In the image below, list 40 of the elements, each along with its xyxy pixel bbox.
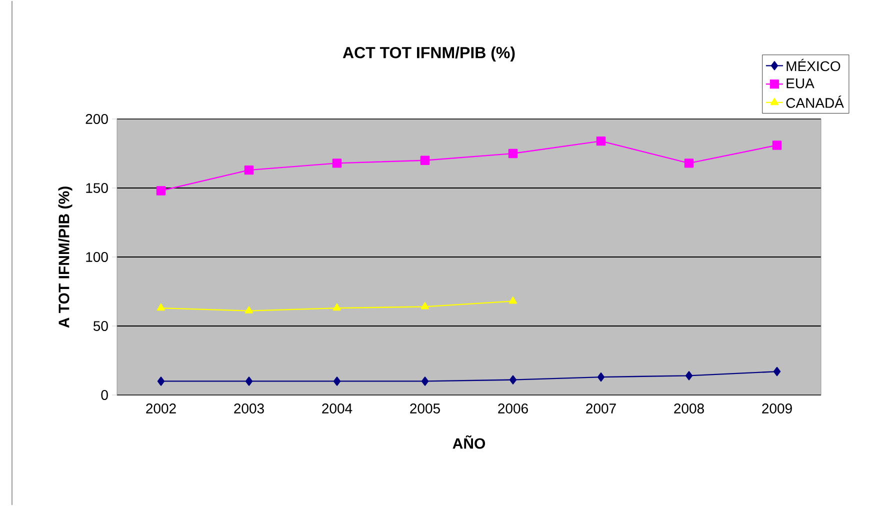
point xyxy=(333,376,341,386)
point xyxy=(773,366,781,376)
chart-title: ACT TOT IFNM/PIB (%) xyxy=(342,46,515,62)
point xyxy=(596,136,606,146)
point xyxy=(772,140,782,150)
point xyxy=(685,371,693,380)
y-tick-label: 100 xyxy=(86,252,108,262)
y-tick-label: 50 xyxy=(93,321,108,331)
x-tick-label: 2002 xyxy=(146,404,176,414)
point xyxy=(157,376,165,386)
point xyxy=(244,165,254,175)
x-tick-label: 2003 xyxy=(234,404,264,414)
point xyxy=(245,376,253,386)
point xyxy=(508,148,518,158)
point xyxy=(421,376,429,386)
x-tick-label: 2007 xyxy=(586,404,616,414)
point xyxy=(156,186,166,196)
point xyxy=(684,158,694,168)
point xyxy=(332,158,342,168)
x-tick-label: 2006 xyxy=(498,404,528,414)
x-tick-label: 2009 xyxy=(762,404,792,414)
x-tick-label: 2004 xyxy=(322,404,352,414)
y-tick-label: 200 xyxy=(86,114,108,124)
point xyxy=(509,375,517,384)
x-axis-title: AÑO xyxy=(452,435,486,449)
point xyxy=(420,156,430,166)
point xyxy=(332,303,342,311)
y-axis-title: A TOT IFNM/PIB (%) xyxy=(58,186,72,328)
point xyxy=(420,302,430,310)
legend-label: MÉXICO xyxy=(786,58,840,72)
point xyxy=(597,372,605,382)
legend-label: CANADÁ xyxy=(786,96,844,108)
point xyxy=(156,303,166,311)
y-tick-label: 150 xyxy=(86,183,108,193)
x-tick-label: 2005 xyxy=(410,404,440,414)
y-tick-label: 0 xyxy=(101,390,108,400)
x-tick-label: 2008 xyxy=(674,404,704,414)
point xyxy=(508,296,518,304)
legend-label: EUA xyxy=(786,78,814,88)
point xyxy=(244,306,254,314)
